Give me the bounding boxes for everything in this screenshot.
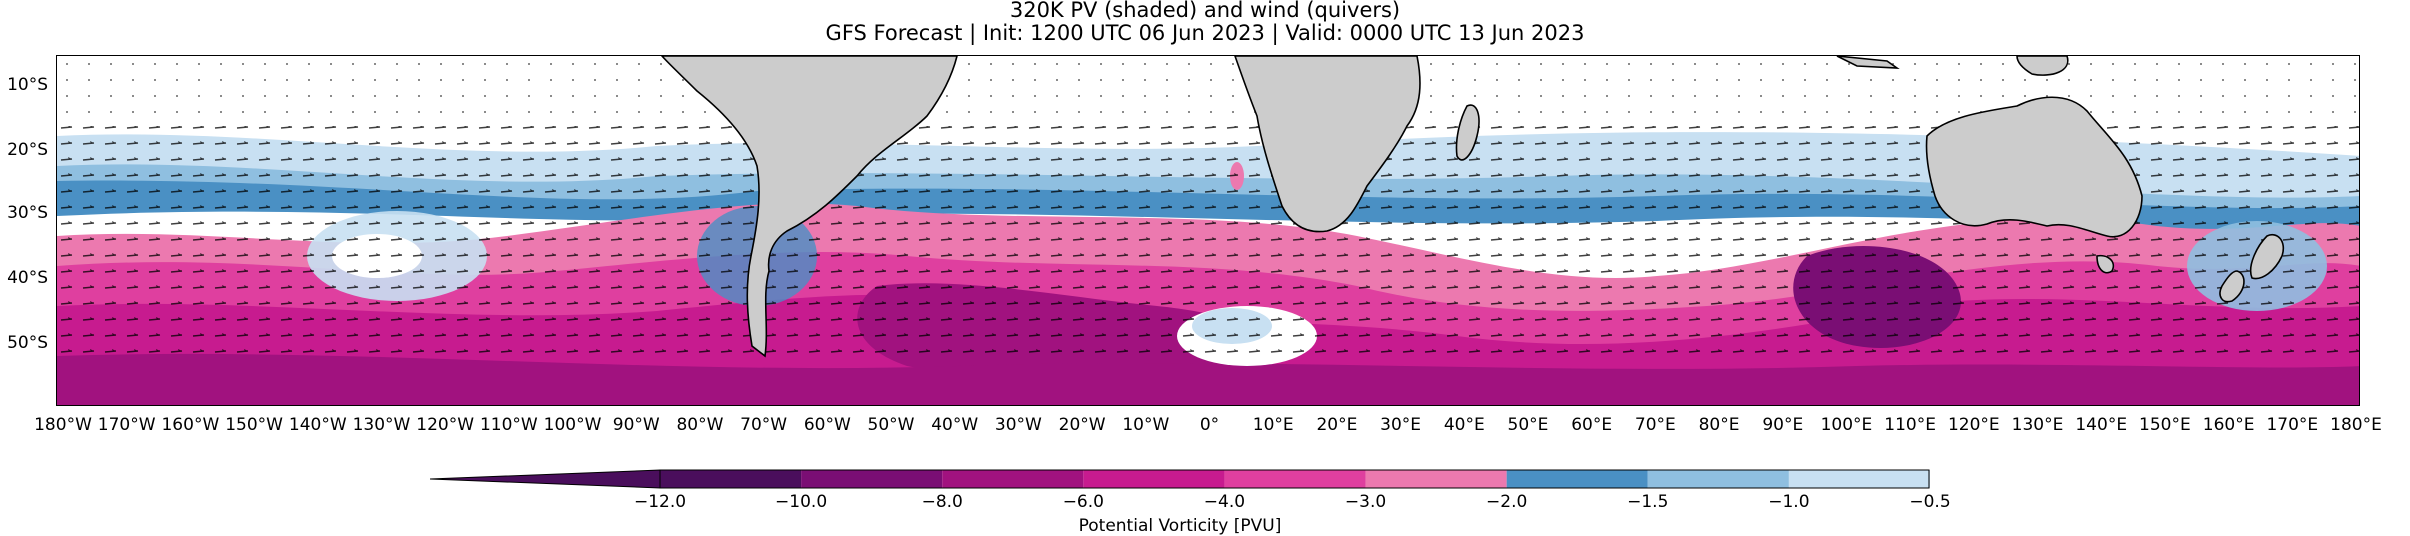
lon-label: 50°W [867,415,915,435]
colorbar-bin [1506,470,1648,488]
lon-label: 180°E [2330,415,2382,435]
lon-label: 130°E [2011,415,2064,435]
lon-label: 160°E [2202,415,2255,435]
lon-label: 170°W [97,415,156,435]
lon-label: 10°W [1122,415,1170,435]
colorbar-bin [942,470,1084,488]
colorbar-label: Potential Vorticity [PVU] [1078,516,1282,536]
lon-label: 170°E [2266,415,2319,435]
lon-label: 80°E [1698,415,1740,435]
map-subtitle: GFS Forecast | Init: 1200 UTC 06 Jun 202… [825,21,1585,45]
colorbar-bin [801,470,943,488]
colorbar-tick-label: −3.0 [1344,492,1387,512]
lon-label: 0° [1199,415,1220,435]
colorbar-tick-label: −4.0 [1203,492,1246,512]
lon-label: 90°W [612,415,660,435]
lon-label: 30°W [994,415,1042,435]
lon-label: 60°W [803,415,851,435]
colorbar-tick-label: −6.0 [1062,492,1104,512]
lon-label: 160°W [161,415,220,435]
lat-label-40s: 40°S [7,268,48,288]
lon-label: 100°W [543,415,602,435]
colorbar-tick-label: −10.0 [775,492,828,512]
lon-label: 50°E [1507,415,1549,435]
lat-label-50s: 50°S [7,333,48,353]
colorbar-outline [659,469,1930,489]
lon-label: 130°W [352,415,411,435]
lon-label: 150°E [2139,415,2191,435]
lon-label: 60°E [1571,415,1613,435]
lon-label: 120°E [1947,415,2000,435]
lon-label: 140°E [2075,415,2128,435]
lon-label: 20°W [1058,415,1106,435]
lat-label-10s: 10°S [7,75,48,95]
lon-label: 80°W [676,415,724,435]
lon-label: 20°E [1316,415,1358,435]
colorbar-bin [1788,470,1930,488]
lon-label: 40°W [931,415,979,435]
lon-label: 90°E [1762,415,1804,435]
colorbar-bin [1647,470,1789,488]
colorbar-bin [660,470,802,488]
colorbar [430,469,1930,489]
colorbar-extend-min [430,469,661,489]
colorbar-bin [1083,470,1225,488]
colorbar-bin [1224,470,1366,488]
lon-label: 120°W [416,415,475,435]
map-title: 320K PV (shaded) and wind (quivers) [1009,0,1401,22]
lon-label: 10°E [1252,415,1294,435]
map-panel [56,55,2360,406]
lon-label: 140°W [288,415,347,435]
lon-label: 110°E [1884,415,1936,435]
lon-label: 40°E [1443,415,1485,435]
colorbar-tick-label: −1.5 [1627,492,1669,512]
lon-label: 100°E [1820,415,1873,435]
lon-label: 70°W [740,415,788,435]
colorbar-tick-label: −2.0 [1486,492,1528,512]
lon-label: 30°E [1380,415,1422,435]
colorbar-tick-label: −1.0 [1768,492,1810,512]
colorbar-bin [1365,470,1507,488]
lat-label-30s: 30°S [7,203,48,223]
land [660,56,2285,358]
lon-label: 180°W [34,415,92,435]
lon-label: 70°E [1634,415,1676,435]
lat-label-20s: 20°S [7,140,48,160]
colorbar-tick-label: −8.0 [921,492,963,512]
pv-map [57,56,2359,405]
colorbar-tick-label: −0.5 [1909,492,1951,512]
lon-label: 110°W [479,415,538,435]
lon-label: 150°W [225,415,283,435]
colorbar-tick-label: −12.0 [633,492,687,512]
